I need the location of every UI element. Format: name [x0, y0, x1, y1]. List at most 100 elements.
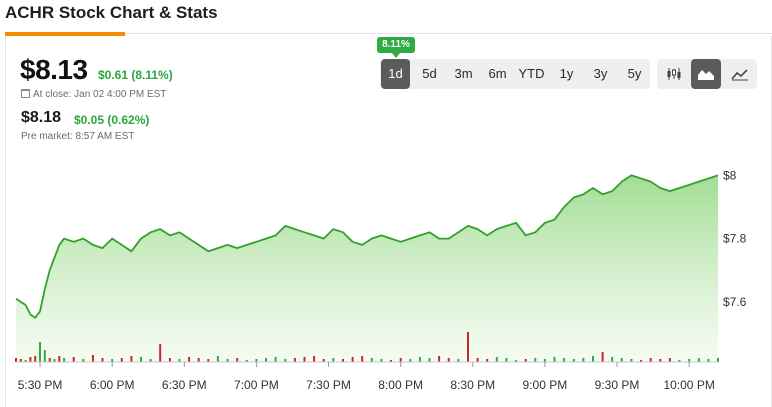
- volume-bar: [418, 357, 421, 362]
- area-chart-button[interactable]: [691, 59, 721, 89]
- volume-bar: [707, 359, 710, 362]
- x-tick-label: 6:30 PM: [162, 378, 207, 392]
- volume-bar: [668, 358, 671, 362]
- area-chart-icon: [698, 70, 714, 80]
- x-tick-label: 10:00 PM: [663, 378, 714, 392]
- premarket-time: Pre market: 8:57 AM EST: [21, 131, 135, 142]
- x-tick-label: 8:30 PM: [450, 378, 495, 392]
- volume-bar: [399, 358, 402, 362]
- volume-bar: [649, 358, 652, 362]
- volume-bar: [486, 359, 489, 362]
- volume-bar: [332, 358, 335, 362]
- x-tick-label: 6:00 PM: [90, 378, 135, 392]
- volume-bar: [640, 360, 643, 362]
- volume-bar: [72, 357, 75, 362]
- line-chart-icon: [731, 69, 748, 81]
- x-tick-label: 9:30 PM: [595, 378, 640, 392]
- volume-bar: [245, 360, 248, 362]
- candlestick-icon: [667, 68, 681, 80]
- price-area: [15, 174, 719, 362]
- volume-bar: [255, 359, 258, 362]
- x-tick-label: 8:00 PM: [378, 378, 423, 392]
- volume-bars: [15, 332, 719, 363]
- x-tick-label: 7:30 PM: [306, 378, 351, 392]
- volume-bar: [630, 359, 633, 362]
- volume-bar: [303, 357, 306, 362]
- volume-bar: [313, 356, 316, 362]
- y-tick-label: $8: [723, 168, 737, 182]
- volume-bar: [611, 357, 614, 362]
- x-tick-label: 7:00 PM: [234, 378, 279, 392]
- volume-bar: [534, 358, 537, 362]
- volume-bar: [48, 358, 51, 362]
- range-1y-button[interactable]: 1y: [559, 66, 574, 81]
- volume-bar: [592, 356, 594, 362]
- volume-bar: [91, 355, 94, 362]
- range-3y-button[interactable]: 3y: [593, 66, 608, 81]
- page-title: ACHR Stock Chart & Stats: [5, 3, 218, 22]
- volume-bar: [515, 360, 518, 362]
- volume-bar: [351, 357, 354, 362]
- volume-bar: [111, 359, 114, 362]
- volume-bar: [265, 358, 267, 362]
- page-header: ACHR Stock Chart & Stats: [0, 0, 772, 36]
- close-time-row: At close: Jan 02 4:00 PM EST: [21, 89, 166, 100]
- volume-bar: [370, 358, 373, 362]
- volume-bar: [130, 356, 133, 362]
- volume-bar: [380, 359, 383, 362]
- header-divider: [5, 33, 772, 34]
- volume-bar: [447, 358, 450, 362]
- range-ytd-button[interactable]: YTD: [518, 66, 545, 81]
- volume-bar: [457, 359, 460, 362]
- x-axis: 5:30 PM 6:00 PM 6:30 PM 7:00 PM 7:30 PM 8:00 …: [18, 362, 715, 392]
- volume-bar: [620, 358, 623, 362]
- volume-bar: [63, 358, 66, 362]
- volume-bar: [188, 357, 191, 362]
- y-tick-label: $7.6: [723, 295, 747, 309]
- volume-bar: [15, 358, 17, 362]
- range-6m-button[interactable]: 6m: [488, 66, 507, 81]
- line-chart-button[interactable]: [725, 59, 755, 89]
- volume-bar: [293, 358, 296, 362]
- volume-bar: [505, 358, 508, 362]
- volume-bar: [168, 358, 171, 362]
- volume-bar: [53, 359, 56, 362]
- range-1d-button[interactable]: 1d: [381, 59, 410, 89]
- range-5d-button[interactable]: 5d: [422, 66, 437, 81]
- volume-bar: [140, 357, 142, 362]
- volume-bar: [322, 359, 325, 362]
- volume-bar: [226, 359, 229, 362]
- volume-bar: [159, 344, 162, 362]
- volume-bar: [216, 356, 219, 362]
- volume-bar: [390, 360, 392, 362]
- volume-bar: [178, 359, 181, 362]
- range-5y-button[interactable]: 5y: [627, 66, 642, 81]
- volume-bar: [543, 359, 546, 362]
- close-price: $8.13: [20, 54, 88, 85]
- volume-bar: [39, 342, 41, 362]
- volume-bar: [58, 356, 61, 362]
- volume-bar: [274, 357, 277, 362]
- volume-bar: [284, 359, 287, 362]
- volume-bar: [207, 359, 210, 362]
- price-line: [15, 174, 719, 319]
- volume-bar: [342, 359, 344, 362]
- volume-bar: [601, 352, 604, 362]
- premarket-price: $8.18: [21, 109, 62, 126]
- volume-bar: [495, 357, 498, 362]
- volume-bar: [43, 350, 46, 362]
- close-change: $0.61 (8.11%): [98, 68, 173, 82]
- candlestick-chart-button[interactable]: [659, 59, 689, 89]
- range-3m-button[interactable]: 3m: [454, 66, 473, 81]
- price-area-fill: [16, 175, 718, 362]
- volume-bar: [120, 358, 123, 362]
- volume-bar: [428, 358, 431, 362]
- volume-bar: [553, 357, 556, 362]
- volume-bar: [438, 356, 441, 362]
- volume-bar: [409, 359, 412, 362]
- range-change-badge: 8.11%: [377, 37, 415, 58]
- volume-bar: [82, 359, 85, 362]
- volume-bar: [476, 358, 479, 362]
- volume-bar: [34, 356, 37, 362]
